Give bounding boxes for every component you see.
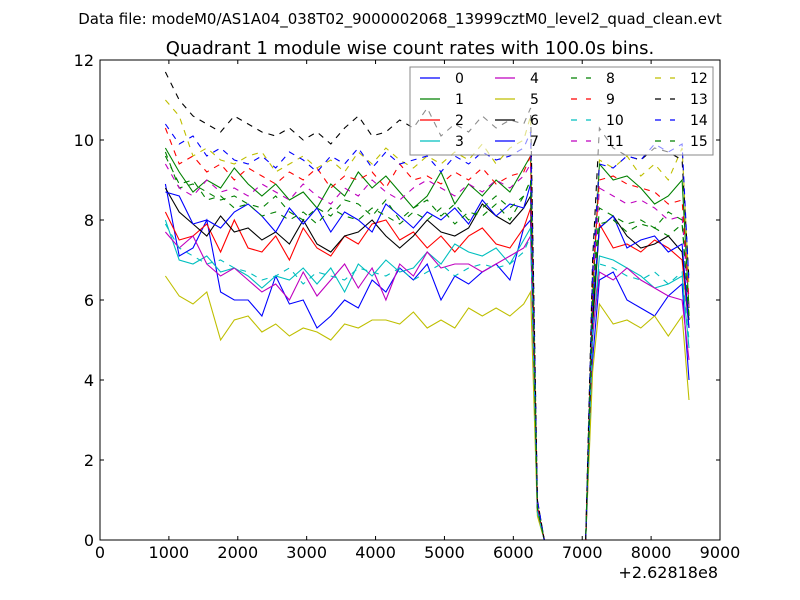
series-line-4 <box>164 231 690 541</box>
x-tick-label: 2000 <box>217 543 258 562</box>
series-line-0 <box>164 183 690 541</box>
legend-label: 2 <box>455 113 464 129</box>
legend-label: 11 <box>606 134 624 150</box>
legend-label: 14 <box>690 113 708 129</box>
x-tick-label: 4000 <box>355 543 396 562</box>
y-tick-label: 8 <box>84 211 94 230</box>
legend-entry-2: 2 <box>420 113 464 129</box>
series-line-7 <box>165 183 690 541</box>
series-line-3 <box>164 219 690 541</box>
y-tick-label: 12 <box>74 51 94 70</box>
chart-suptitle: Data file: modeM0/AS1A04_038T02_90000020… <box>78 10 722 29</box>
x-tick-label: 6000 <box>493 543 534 562</box>
x-offset-text: +2.62818e8 <box>618 563 718 582</box>
chart-title: Quadrant 1 module wise count rates with … <box>166 38 655 59</box>
legend-entry-8: 8 <box>571 71 615 87</box>
series-line-8 <box>164 151 690 541</box>
series-line-12 <box>164 99 690 541</box>
x-tick-label: 5000 <box>424 543 465 562</box>
y-tick-label: 6 <box>84 291 94 310</box>
legend-entry-14: 14 <box>655 113 708 129</box>
legend-label: 7 <box>530 134 539 150</box>
legend-entry-7: 7 <box>495 134 539 150</box>
legend-entry-0: 0 <box>420 71 464 87</box>
series-line-14 <box>164 123 690 541</box>
x-tick-label: 7000 <box>562 543 603 562</box>
legend-entry-15: 15 <box>655 134 708 150</box>
legend-label: 5 <box>530 92 539 108</box>
y-tick-label: 4 <box>84 371 94 390</box>
legend-entry-12: 12 <box>655 71 708 87</box>
legend-label: 12 <box>690 71 708 87</box>
ticks-layer: 0 1000 2000 3000 4000 5000 6000 7000 8000 9000 0 2 4… <box>74 51 741 562</box>
x-tick-label: 1000 <box>149 543 190 562</box>
legend-label: 1 <box>455 92 464 108</box>
legend-label: 13 <box>690 92 708 108</box>
series-line-11 <box>164 162 690 541</box>
y-tick-label: 2 <box>84 451 94 470</box>
x-tick-label: 0 <box>95 543 105 562</box>
legend-entry-5: 5 <box>495 92 539 108</box>
x-tick-label: 3000 <box>286 543 327 562</box>
legend-label: 10 <box>606 113 624 129</box>
legend-label: 8 <box>606 71 615 87</box>
legend-label: 15 <box>690 134 708 150</box>
y-tick-label: 10 <box>74 131 94 150</box>
series-line-10 <box>164 223 690 541</box>
series-line-9 <box>164 127 690 541</box>
series-line-2 <box>164 207 690 541</box>
legend-entry-1: 1 <box>420 92 464 108</box>
legend-label: 0 <box>455 71 464 87</box>
legend-entry-6: 6 <box>495 113 539 129</box>
x-tick-label: 9000 <box>700 543 741 562</box>
series-line-5 <box>164 275 690 541</box>
legend-frame <box>409 66 714 156</box>
legend-label: 9 <box>606 92 615 108</box>
x-tick-label: 8000 <box>631 543 672 562</box>
legend-entry-9: 9 <box>571 92 615 108</box>
y-tick-label: 0 <box>84 531 94 550</box>
legend-label: 3 <box>455 134 464 150</box>
legend-label: 4 <box>530 71 539 87</box>
legend-entry-10: 10 <box>571 113 624 129</box>
legend-entry-3: 3 <box>420 134 464 150</box>
legend-entry-13: 13 <box>655 92 708 108</box>
legend-label: 6 <box>530 113 539 129</box>
legend-entry-11: 11 <box>571 134 624 150</box>
series-line-15 <box>164 155 690 541</box>
legend-entry-4: 4 <box>495 71 539 87</box>
